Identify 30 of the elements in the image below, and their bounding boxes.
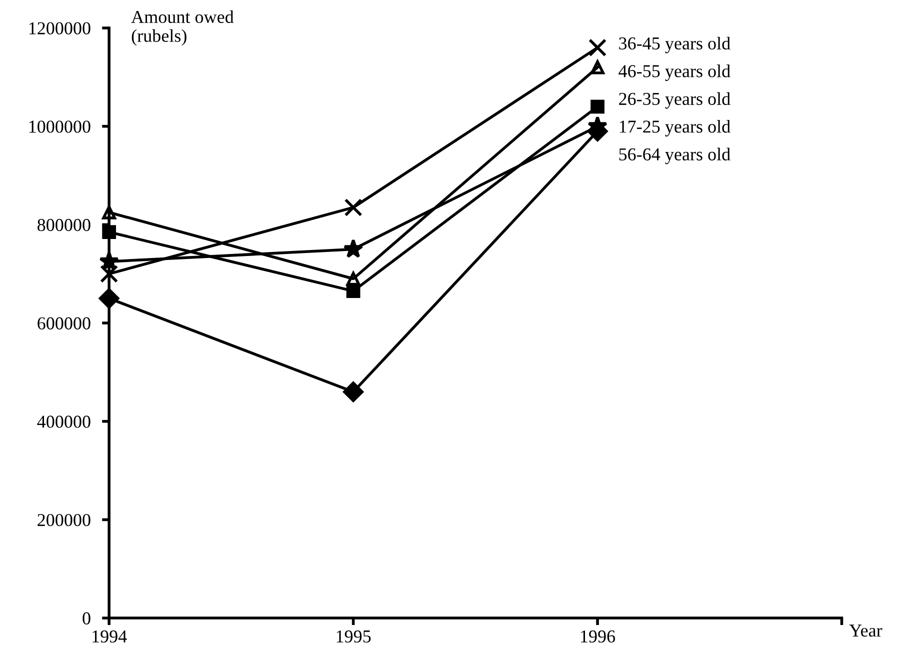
series-label: 26-35 years old [619,92,730,109]
point [346,284,360,298]
series-label: 36-45 years old [619,36,730,54]
point [102,225,116,239]
x-tick-label: 1994 [92,630,127,643]
series-label: 56-64 years old [619,148,730,164]
y-tick-label: 1200000 [29,22,90,34]
y-tick-label: 400000 [37,416,90,428]
series-label: 46-55 years old [618,64,730,81]
point [343,382,364,402]
x-tick-label: 1996 [581,630,616,643]
x-tick-label: 1995 [336,630,371,643]
point [102,205,116,220]
y-tick-label: 200000 [38,514,90,526]
y-tick-label: 600000 [38,317,90,330]
y-tick-label: 800000 [38,218,90,232]
y-axis-title: Amount owed (rubels) [131,10,234,46]
point [343,238,364,258]
point [590,100,604,114]
point [98,288,120,309]
point [99,251,120,270]
point [588,38,607,57]
y-tick-label: 1000000 [29,120,90,133]
point [346,272,360,286]
point [100,264,118,283]
point [344,198,362,216]
point [590,60,604,74]
series-label: 17-25 years old [620,120,730,136]
y-tick-label: 0 [82,612,90,624]
x-axis-title: Year [849,624,882,637]
